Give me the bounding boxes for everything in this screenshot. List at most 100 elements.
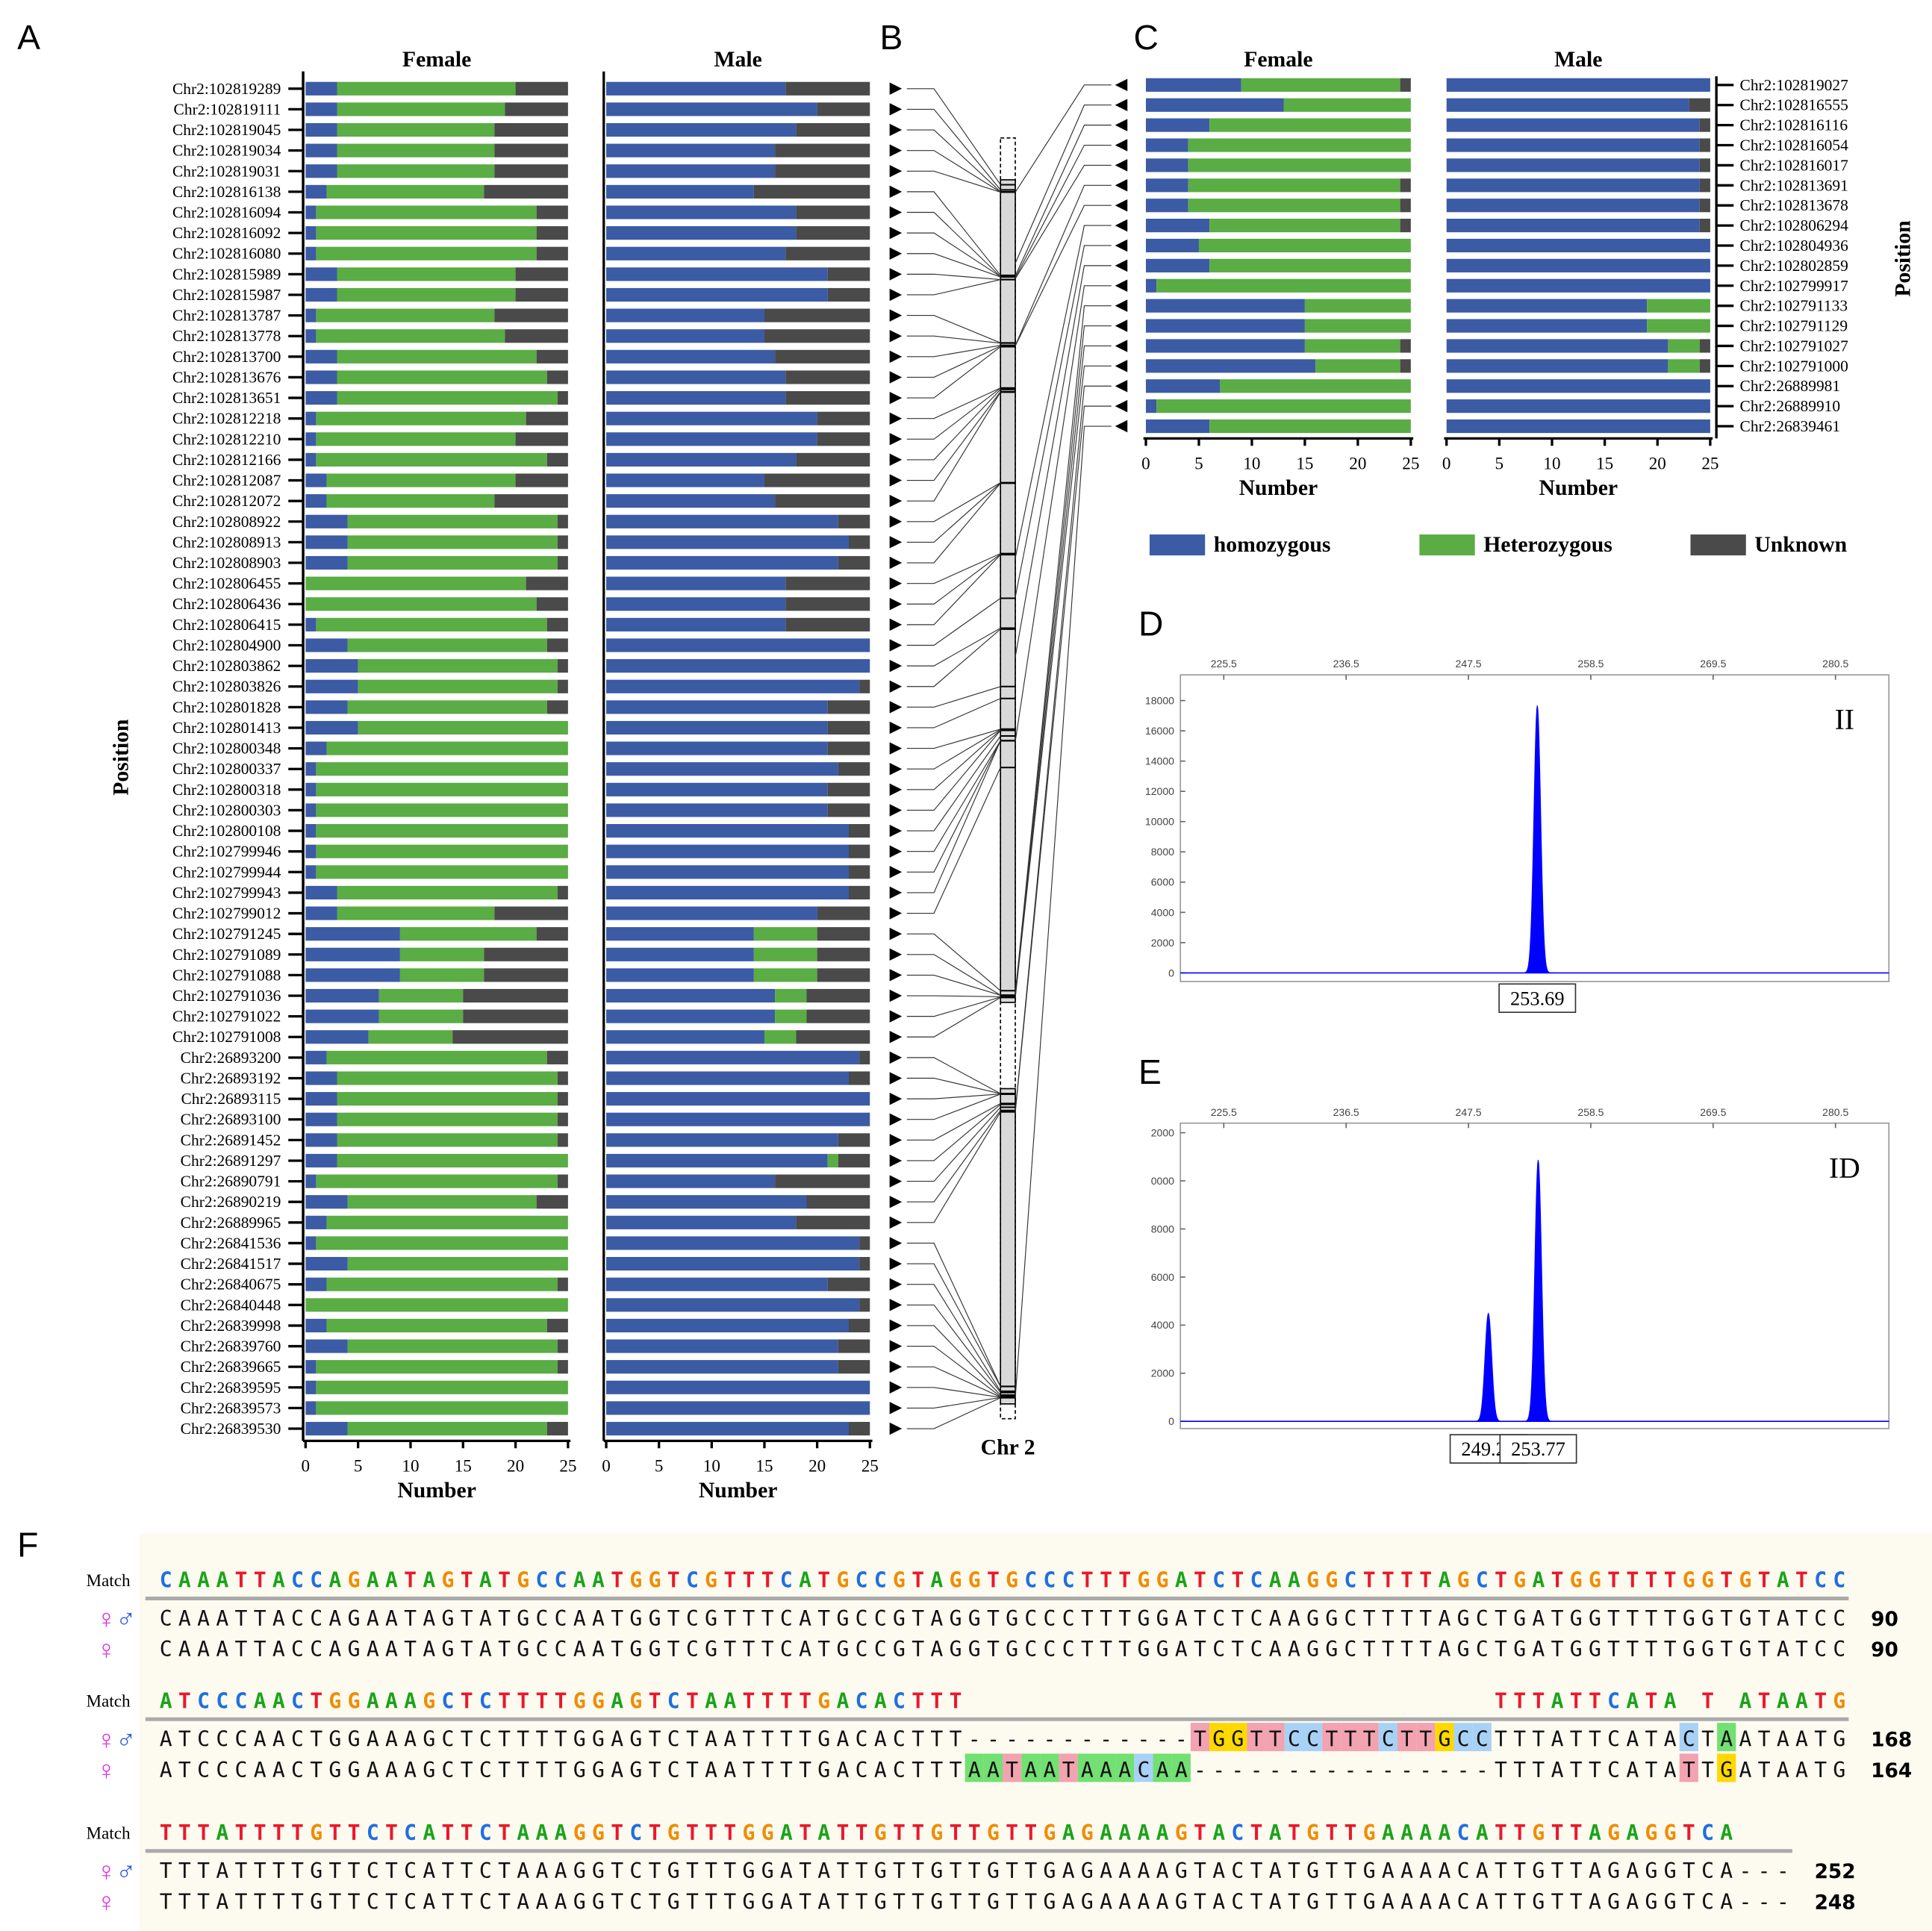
marker-triangle (889, 82, 903, 96)
connector (1015, 184, 1112, 346)
category-label: Chr2:102816054 (1740, 137, 1849, 155)
bar-segment (775, 349, 870, 364)
bar-segment (557, 659, 568, 673)
bar-segment (557, 1133, 568, 1147)
bar-segment (1400, 199, 1411, 213)
bar-segment (827, 741, 870, 755)
variant-highlight (1247, 1723, 1266, 1752)
connector (1015, 365, 1112, 998)
bar-segment (305, 555, 348, 570)
bar-segment (849, 823, 870, 838)
bar-segment (337, 102, 505, 116)
bar-segment (606, 122, 797, 137)
category-label: Chr2:102799946 (172, 843, 281, 861)
bar-segment (1446, 219, 1700, 233)
connector (906, 150, 1001, 193)
category-label: Chr2:26893115 (181, 1090, 281, 1108)
bar-segment (1699, 359, 1710, 373)
bar-segment (305, 370, 337, 384)
bar-segment (546, 700, 568, 714)
marker-triangle (889, 618, 903, 631)
bar-segment (305, 1174, 317, 1188)
bar-segment (305, 1030, 369, 1044)
bar-segment (1699, 339, 1710, 353)
bar-segment (337, 906, 495, 920)
bar-segment (753, 968, 817, 982)
marker-triangle (889, 536, 903, 549)
bar-segment (1145, 238, 1199, 253)
bar-segment (838, 1153, 870, 1168)
marker-triangle (889, 1422, 903, 1435)
variant-highlight (983, 1753, 1003, 1782)
bar-segment (316, 782, 568, 796)
marker-triangle (1115, 259, 1128, 272)
bar-segment (305, 473, 327, 487)
x-tick-label: 10 (402, 1456, 419, 1476)
connector (906, 1110, 1001, 1202)
bar-segment (326, 1215, 568, 1229)
legend-label: Heterozygous (1483, 533, 1612, 557)
bar-segment (1304, 339, 1400, 353)
bar-segment (557, 1092, 568, 1106)
category-label: Chr2:102816092 (172, 224, 281, 242)
marker-triangle (889, 1402, 903, 1414)
variant-highlight (1472, 1723, 1492, 1752)
bar-segment (606, 287, 828, 302)
marker-triangle (1115, 199, 1128, 212)
bar-segment (536, 226, 568, 240)
x-tick-label: 10 (703, 1456, 720, 1476)
variant-highlight (1341, 1723, 1360, 1752)
bar-segment (606, 1112, 870, 1126)
x-tick-label: 25 (1402, 454, 1419, 473)
bar-segment (1699, 178, 1710, 193)
category-label: Chr2:102808913 (172, 533, 281, 551)
bar-segment (557, 885, 568, 900)
marker-triangle (889, 226, 903, 240)
category-label: Chr2:102791036 (172, 987, 281, 1005)
bar-segment (326, 741, 568, 755)
connector (906, 1263, 1001, 1387)
marker-triangle (889, 886, 903, 899)
bar-segment (305, 1421, 348, 1436)
bar-segment (1446, 399, 1710, 414)
connector (906, 740, 1001, 893)
bar-segment (536, 927, 568, 941)
connector (1015, 205, 1112, 346)
marker-triangle (1115, 159, 1128, 172)
variant-highlight (1228, 1723, 1247, 1752)
bar-segment (806, 988, 870, 1003)
bar-segment (1188, 158, 1411, 172)
x-tick-label: 0 (302, 1456, 311, 1476)
category-label: Chr2:26841517 (181, 1255, 281, 1273)
marker-triangle (889, 288, 903, 302)
category-label: Chr2:26889981 (1740, 377, 1841, 395)
bar-segment (1315, 359, 1400, 373)
bar-segment (859, 1236, 870, 1250)
marker-triangle (889, 1299, 903, 1311)
connector (906, 996, 1001, 1038)
peak (1521, 1159, 1555, 1422)
bar-segment (305, 102, 337, 116)
peak-label-box (1499, 1434, 1577, 1464)
bar-segment (606, 782, 828, 796)
x-tick-label: 10 (1243, 454, 1260, 473)
bar-segment (606, 226, 797, 240)
marker-triangle (1115, 399, 1128, 413)
connector (1015, 385, 1112, 1112)
bar-segment (775, 988, 807, 1003)
category-label: Chr2:102819031 (172, 162, 281, 180)
variant-highlight (965, 1753, 984, 1782)
category-label: Chr2:26893192 (181, 1069, 281, 1087)
connector (1015, 245, 1112, 598)
bar-segment (305, 494, 327, 508)
bar-segment (775, 1009, 807, 1023)
bar-segment (337, 81, 516, 96)
bar-segment (806, 1195, 870, 1209)
bar-segment (753, 184, 870, 199)
bar-segment (526, 411, 568, 425)
bar-segment (849, 1071, 870, 1085)
category-label: Chr2:102813778 (172, 327, 281, 345)
bar-segment (316, 1380, 568, 1394)
